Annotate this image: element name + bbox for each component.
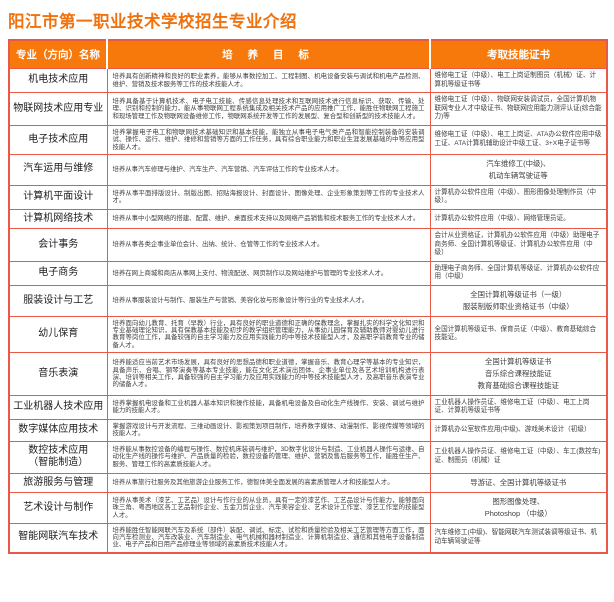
header-row: 专业（方向）名称 培 养 目 标 考取技能证书 [9,40,607,69]
objective-cell: 培养能从事数控设备的编程与操作、数控机床装调与维护，3D数字化设计与制造、工业机… [106,440,431,474]
objective-cell: 培养能适应当前艺术市场发展，具有良好的思想品德和职业道德，掌握音乐、教育心理学等… [106,352,431,396]
table-row: 机电技术应用 培养具有创新精神和良好的职业素养，能够从事数控加工、工程制图、机电… [8,67,608,94]
certificate-cell: 全国计算机等级证书、保育员证（中级）、教育基础综合技能证。 [429,315,608,354]
table-row: 艺术设计与制作 培养从事美术（漆艺、工艺品）设计与作行业的从业员，具有一定的漆艺… [8,492,608,524]
page-title: 阳江市第一职业技术学校招生专业介绍 [8,13,297,31]
objective-cell: 培养在网上商城和商店从事网上支付、物流配送、网页制作以及网站维护与管理的专业技术… [106,260,431,287]
table-row: 智能网联汽车技术 培养能胜任智能网联汽车及系统（部件）装配、调试、标定、试检和质… [8,522,608,554]
table-row: 物联网技术应用专业 培养具备基于计算机技术、电子电工技能、传感信息处理技术和互联… [8,92,608,126]
certificate-cell: 计算机办公软件应用（中级）、图形图像处理制作员（中级）。 [429,184,608,210]
table-row: 会计事务 培养从事各类企事业单位会计、出纳、统计、仓管等工作的专业技术人才。 会… [8,228,608,262]
major-name-cell: 电子商务 [8,260,108,287]
table-row: 电子技术应用 培养掌握电子电工和物联网技术基础知识和基本技能，能独立从事电子电气… [8,124,608,155]
table-row: 汽车运用与维修 培养从事汽车修理与维护、汽车生产、汽车营销、汽车评估工作的专业技… [8,153,608,186]
objective-cell: 培养从事美术（漆艺、工艺品）设计与作行业的从业员，具有一定的漆艺作、工艺品设计与… [106,492,431,524]
certificate-cell: 会计从业资格证，计算机办公软件应用（中级）助理电子商务师、全国计算机等级证、计算… [429,228,608,262]
objective-cell: 培养掌握机电设备和工业机器人基本知识和操作技能，具备机电设备及自动化生产线操作、… [106,394,431,420]
certificate-cell: 工业机器人操作员证、维修电工证（中级）、电工上岗证、计算机等级证书等 [429,394,608,420]
major-name-cell: 服装设计与工艺 [8,285,108,317]
certificate-cell: 维修电工证（中级）、物联网安装调试员，全国计算机物联网专业人才中级证书、物联网应… [429,92,608,126]
major-name-cell: 旅游服务与管理 [8,472,108,494]
table-row: 音乐表演 培养能适应当前艺术市场发展，具有良好的思想品德和职业道德，掌握音乐、教… [8,352,608,396]
major-name-cell: 汽车运用与维修 [8,153,108,186]
objective-cell: 掌握游戏设计与开发流程、三维动画设计、影视策划项目制作，培养数字媒体、动漫制作、… [106,418,431,442]
certificate-cell: 导游证、全国计算机等级证书 [429,472,608,494]
major-name-cell: 计算机网络技术 [8,208,108,230]
certificate-cell: 全国计算机等级证书 音乐综合课程技能证 教育基础综合课程技能证 [429,352,608,396]
table-header: 专业（方向）名称 培 养 目 标 考取技能证书 [9,40,607,69]
certificate-cell: 计算机办公室软件应用(中级)、游戏美术设计（初级） [429,418,608,442]
table-row: 数控技术应用 （智能制造） 培养能从事数控设备的编程与操作、数控机床装调与维护，… [8,440,608,474]
certificate-cell: 维修电工证（中级）、电工上岗证制图员（机械）证、计算机等级证书等 [429,67,608,94]
certificate-cell: 工业机器人操作员证、维修电工证（中级）、车工(数控车)证、制图员（机械）证 [429,440,608,474]
major-name-cell: 物联网技术应用专业 [8,92,108,126]
certificate-cell: 维修电工证（中级）、电工上岗证、ATA办公软件应用中级工证、ATA计算机辅助设计… [429,124,608,155]
table-row: 数字媒体应用技术 掌握游戏设计与开发流程、三维动画设计、影视策划项目制作，培养数… [8,418,608,442]
major-name-cell: 音乐表演 [8,352,108,396]
major-name-cell: 电子技术应用 [8,124,108,155]
major-name-cell: 幼儿保育 [8,315,108,354]
certificate-cell: 图形图像处理、 Photoshop （中级） [429,492,608,524]
objective-cell: 培养具备基于计算机技术、电子电工技能、传感信息处理技术和互联网技术进行信息标识、… [106,92,431,126]
objective-cell: 培养从事旅行社服务及其他旅游企业服务工作，德智体美全面发展的高素质管理人才和技能… [106,472,431,494]
table-row: 旅游服务与管理 培养从事旅行社服务及其他旅游企业服务工作，德智体美全面发展的高素… [8,472,608,494]
objective-cell: 培养面向幼儿教育、托育（早教）行业，具有良好的职业道德和正确的保教理念，掌握扎实… [106,315,431,354]
table-row: 计算机平面设计 培养从事平面排版设计、制版出图、招贴海报设计、封面设计、图像处理… [8,184,608,210]
certificate-cell: 计算机办公软件应用（中级）、网络管理员证。 [429,208,608,230]
table-body: 机电技术应用 培养具有创新精神和良好的职业素养，能够从事数控加工、工程制图、机电… [8,67,608,554]
table-row: 计算机网络技术 培养从事中小型网络的搭建、配置、维护、桌面技术支持以及网络产品销… [8,208,608,230]
column-header-certificate: 考取技能证书 [429,40,607,69]
objective-cell: 培养从事各类企事业单位会计、出纳、统计、仓管等工作的专业技术人才。 [106,228,431,262]
table-row: 幼儿保育 培养面向幼儿教育、托育（早教）行业，具有良好的职业道德和正确的保教理念… [8,315,608,354]
majors-table: 专业（方向）名称 培 养 目 标 考取技能证书 机电技术应用 培养具有创新精神和… [8,39,608,554]
objective-cell: 培养从事汽车修理与维护、汽车生产、汽车营销、汽车评估工作的专业技术人才。 [106,153,431,186]
major-name-cell: 智能网联汽车技术 [8,522,108,554]
major-name-cell: 数字媒体应用技术 [8,418,108,442]
certificate-cell: 汽车维修工(中级)、 机动车辆驾驶证等 [429,153,608,186]
table-row: 工业机器人技术应用 培养掌握机电设备和工业机器人基本知识和操作技能，具备机电设备… [8,394,608,420]
objective-cell: 培养从事服装设计与制作、服装生产与营销、美容化妆与形象设计等行业的专业技术人才。 [106,285,431,317]
objective-cell: 培养掌握电子电工和物联网技术基础知识和基本技能，能独立从事电子电气类产品和智能控… [106,124,431,155]
major-name-cell: 机电技术应用 [8,67,108,94]
major-name-cell: 艺术设计与制作 [8,492,108,524]
certificate-cell: 全国计算机等级证书（一级） 服装制版师职业资格证书（中级） [429,285,608,317]
page: 阳江市第一职业技术学校招生专业介绍 专业（方向）名称 培 养 目 标 考取技能证… [8,13,608,554]
table-row: 服装设计与工艺 培养从事服装设计与制作、服装生产与营销、美容化妆与形象设计等行业… [8,285,608,317]
major-name-cell: 计算机平面设计 [8,184,108,210]
certificate-cell: 汽车维修工(中级)、智能网联汽车测试装调等级证书、机动车辆驾驶证等 [429,522,608,554]
table-row: 电子商务 培养在网上商城和商店从事网上支付、物流配送、网页制作以及网站维护与管理… [8,260,608,287]
objective-cell: 培养从事平面排版设计、制版出图、招贴海报设计、封面设计、图像处理、企业形象策划等… [106,184,431,210]
major-name-cell: 工业机器人技术应用 [8,394,108,420]
major-name-cell: 数控技术应用 （智能制造） [8,440,108,474]
major-name-cell: 会计事务 [8,228,108,262]
column-header-objective: 培 养 目 标 [106,40,430,69]
objective-cell: 培养能胜任智能网联汽车及系统（部件）装配、调试、标定、试检和质量检验及相关工艺管… [106,522,431,554]
objective-cell: 培养从事中小型网络的搭建、配置、维护、桌面技术支持以及网络产品销售和技术服务工作… [106,208,431,230]
objective-cell: 培养具有创新精神和良好的职业素养，能够从事数控加工、工程制图、机电设备安装与调试… [106,67,431,94]
column-header-major-name: 专业（方向）名称 [9,40,107,69]
certificate-cell: 助理电子商务师、全国计算机等级证、计算机办公软件应用（中级） [429,260,608,287]
